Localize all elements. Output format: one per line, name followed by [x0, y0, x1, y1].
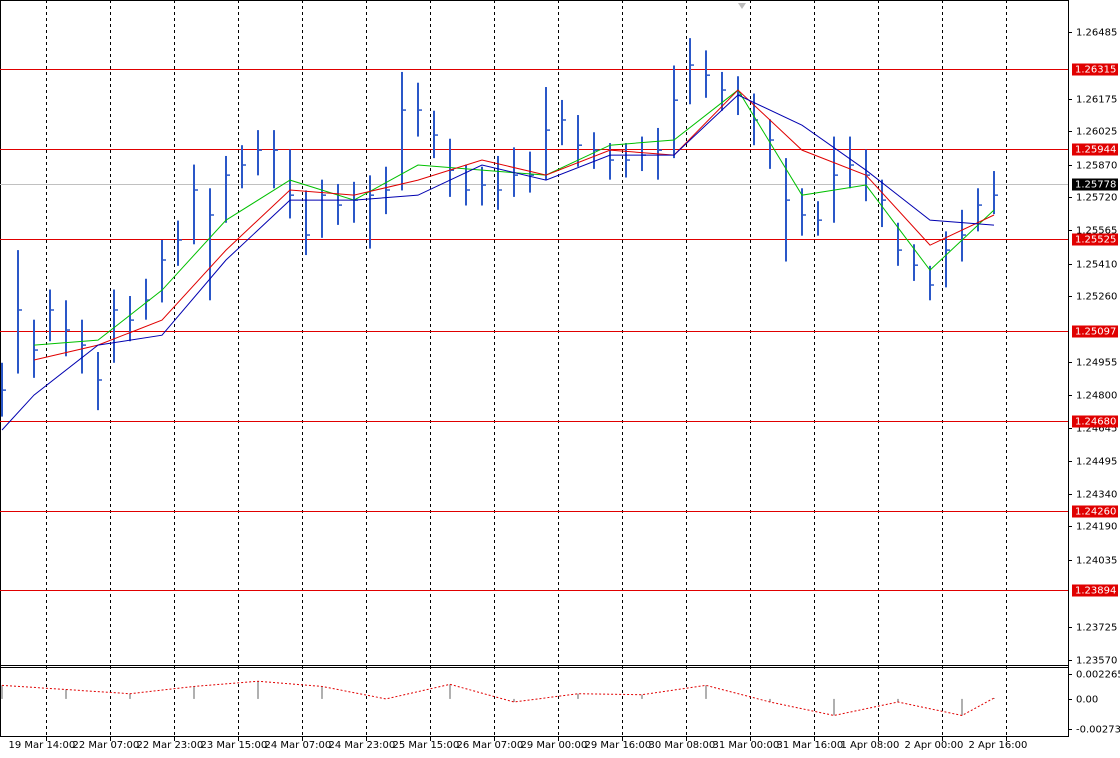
y-tick-label: 1.25720	[1076, 193, 1117, 204]
level-label: 1.25525	[1075, 235, 1116, 246]
plot-frame	[0, 0, 1069, 737]
y-tick-label: 1.25565	[1076, 226, 1117, 237]
x-tick-label: 19 Mar 14:00	[9, 740, 76, 751]
level-box	[1072, 584, 1118, 597]
level-box	[1072, 233, 1118, 246]
x-tick-label: 26 Mar 07:00	[457, 740, 524, 751]
y-tick-label: 1.23570	[1076, 656, 1117, 667]
level-box	[1072, 505, 1118, 518]
x-tick-label: 31 Mar 00:00	[713, 740, 780, 751]
level-label: 1.25097	[1075, 327, 1116, 338]
y-tick-label: 1.24495	[1076, 457, 1117, 468]
x-tick-label: 29 Mar 00:00	[521, 740, 588, 751]
y-tick-label: 1.25260	[1076, 292, 1117, 303]
signal-line	[1, 680, 995, 716]
level-box	[1072, 325, 1118, 338]
moving-average	[1, 94, 995, 431]
x-tick-label: 25 Mar 15:00	[393, 740, 460, 751]
y-tick-label: 1.25410	[1076, 260, 1117, 271]
y-tick-label: 1.24955	[1076, 358, 1117, 369]
histogram-bar	[65, 689, 67, 699]
y-tick-label: 1.26485	[1076, 28, 1117, 39]
y-tick-label: 0.00	[1076, 695, 1098, 706]
moving-average	[33, 89, 995, 361]
histogram-bar	[257, 681, 259, 699]
x-tick-label: 31 Mar 16:00	[777, 740, 844, 751]
histogram-bar	[193, 686, 195, 699]
histogram-bar	[1, 685, 3, 699]
x-tick-label: 30 Mar 08:00	[649, 740, 716, 751]
level-label: 1.24680	[1075, 417, 1116, 428]
histogram-bar	[993, 698, 995, 699]
histogram-bar	[769, 698, 771, 703]
x-tick-label: 22 Mar 23:00	[137, 740, 204, 751]
x-tick-label: 29 Mar 16:00	[585, 740, 652, 751]
y-tick-label: -0.002739	[1076, 725, 1120, 736]
y-tick-label: 1.25870	[1076, 161, 1117, 172]
y-tick-label: 1.26175	[1076, 95, 1117, 106]
x-tick-label: 2 Apr 16:00	[969, 740, 1028, 751]
x-tick-label: 2 Apr 00:00	[905, 740, 964, 751]
level-box	[1072, 63, 1118, 76]
last-price-label: 1.25778	[1075, 180, 1116, 191]
histogram-bar	[321, 686, 323, 699]
histogram-bar	[961, 698, 963, 716]
x-tick-label: 22 Mar 07:00	[73, 740, 140, 751]
y-tick-label: 1.24035	[1076, 556, 1117, 567]
y-tick-label: 1.24800	[1076, 391, 1117, 402]
x-tick-label: 24 Mar 07:00	[265, 740, 332, 751]
last-price-box	[1072, 178, 1118, 191]
histogram-bar	[129, 693, 131, 699]
y-tick-label: 1.24340	[1076, 490, 1117, 501]
level-label: 1.23894	[1075, 586, 1116, 597]
histogram-bar	[897, 698, 899, 703]
y-tick-label: 1.26025	[1076, 127, 1117, 138]
level-box	[1072, 143, 1118, 156]
level-label: 1.26315	[1075, 65, 1116, 76]
shift-marker	[738, 3, 746, 9]
y-tick-label: 1.24645	[1076, 424, 1117, 435]
histogram-bar	[833, 698, 835, 716]
y-tick-label: 1.23725	[1076, 623, 1117, 634]
y-tick-label: 1.24190	[1076, 522, 1117, 533]
histogram-bar	[705, 685, 707, 699]
level-box	[1072, 415, 1118, 428]
y-tick-label: 0.002265	[1076, 670, 1120, 681]
histogram-bar	[513, 698, 515, 703]
histogram-bar	[577, 693, 579, 699]
histogram-bar	[449, 684, 451, 699]
x-tick-label: 1 Apr 08:00	[841, 740, 900, 751]
x-tick-label: 23 Mar 15:00	[201, 740, 268, 751]
histogram-bar	[641, 694, 643, 699]
level-label: 1.24260	[1075, 507, 1116, 518]
level-label: 1.25944	[1075, 145, 1116, 156]
x-tick-label: 24 Mar 23:00	[329, 740, 396, 751]
